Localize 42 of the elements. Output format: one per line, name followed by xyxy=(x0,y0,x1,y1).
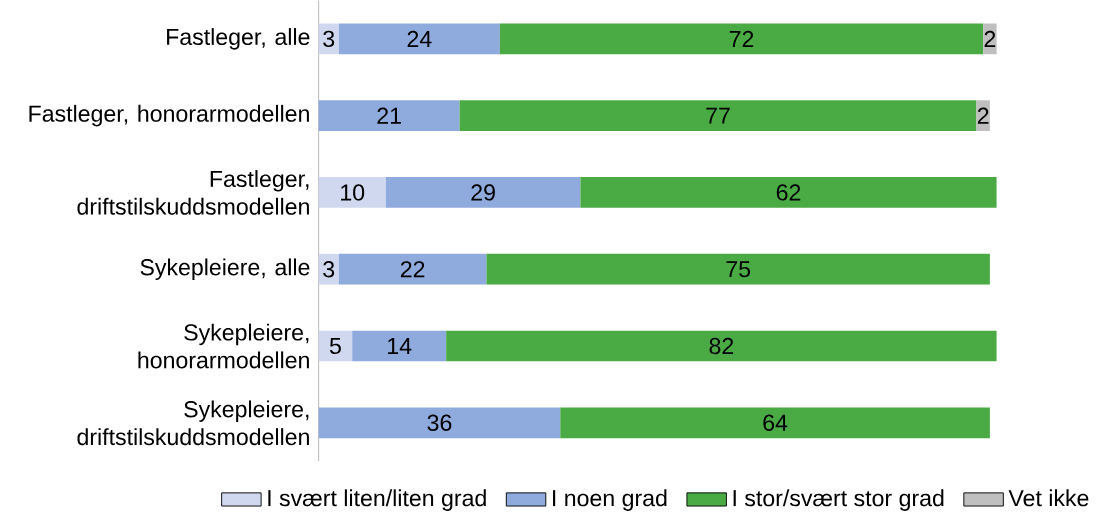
data-label: 82 xyxy=(709,337,734,355)
data-label: 2 xyxy=(984,30,996,48)
data-label: 3 xyxy=(323,30,335,48)
legend-label: Vet ikke xyxy=(1008,489,1089,507)
bar xyxy=(486,253,990,285)
data-label: 14 xyxy=(388,338,412,355)
data-label: 75 xyxy=(726,261,751,278)
data-label: 72 xyxy=(729,30,754,48)
bar xyxy=(560,407,990,439)
data-label: 2 xyxy=(977,107,989,124)
data-label: 5 xyxy=(329,338,341,355)
bar xyxy=(499,23,984,55)
data-label: 64 xyxy=(763,414,788,432)
bar xyxy=(338,253,487,285)
data-label: 77 xyxy=(706,107,730,124)
bar xyxy=(352,330,447,362)
y-tick-label: Sykepleiere, driftstilskuddsmodellen xyxy=(77,400,309,446)
legend-label: I stor/svært stor grad xyxy=(733,489,944,511)
data-label: 10 xyxy=(341,184,365,201)
data-label: 24 xyxy=(407,30,432,48)
y-tick-label: Fastleger, honorarmodellen xyxy=(29,104,309,127)
y-tick-label: Sykepleiere, honorarmodellen xyxy=(138,323,309,369)
bar xyxy=(976,100,990,132)
bar xyxy=(580,177,997,208)
data-label: 21 xyxy=(377,107,401,124)
bar xyxy=(338,23,500,55)
data-label: 62 xyxy=(776,184,801,201)
y-tick-label: Fastleger, driftstilskuddsmodellen xyxy=(77,170,309,215)
bar xyxy=(318,177,386,208)
legend-label: I noen grad xyxy=(553,489,667,511)
data-label: 29 xyxy=(471,184,495,201)
data-label: 3 xyxy=(323,261,335,278)
bar xyxy=(385,177,581,208)
bar xyxy=(318,407,561,439)
legend-label: I svært liten/liten grad xyxy=(268,489,486,511)
bar xyxy=(318,100,460,132)
y-tick-label: Fastleger, alle xyxy=(167,28,310,50)
data-label: 22 xyxy=(400,261,425,278)
bar xyxy=(446,330,997,362)
y-tick-label: Sykepleiere, alle xyxy=(140,258,310,281)
data-label: 36 xyxy=(427,414,452,432)
bar xyxy=(459,100,977,132)
